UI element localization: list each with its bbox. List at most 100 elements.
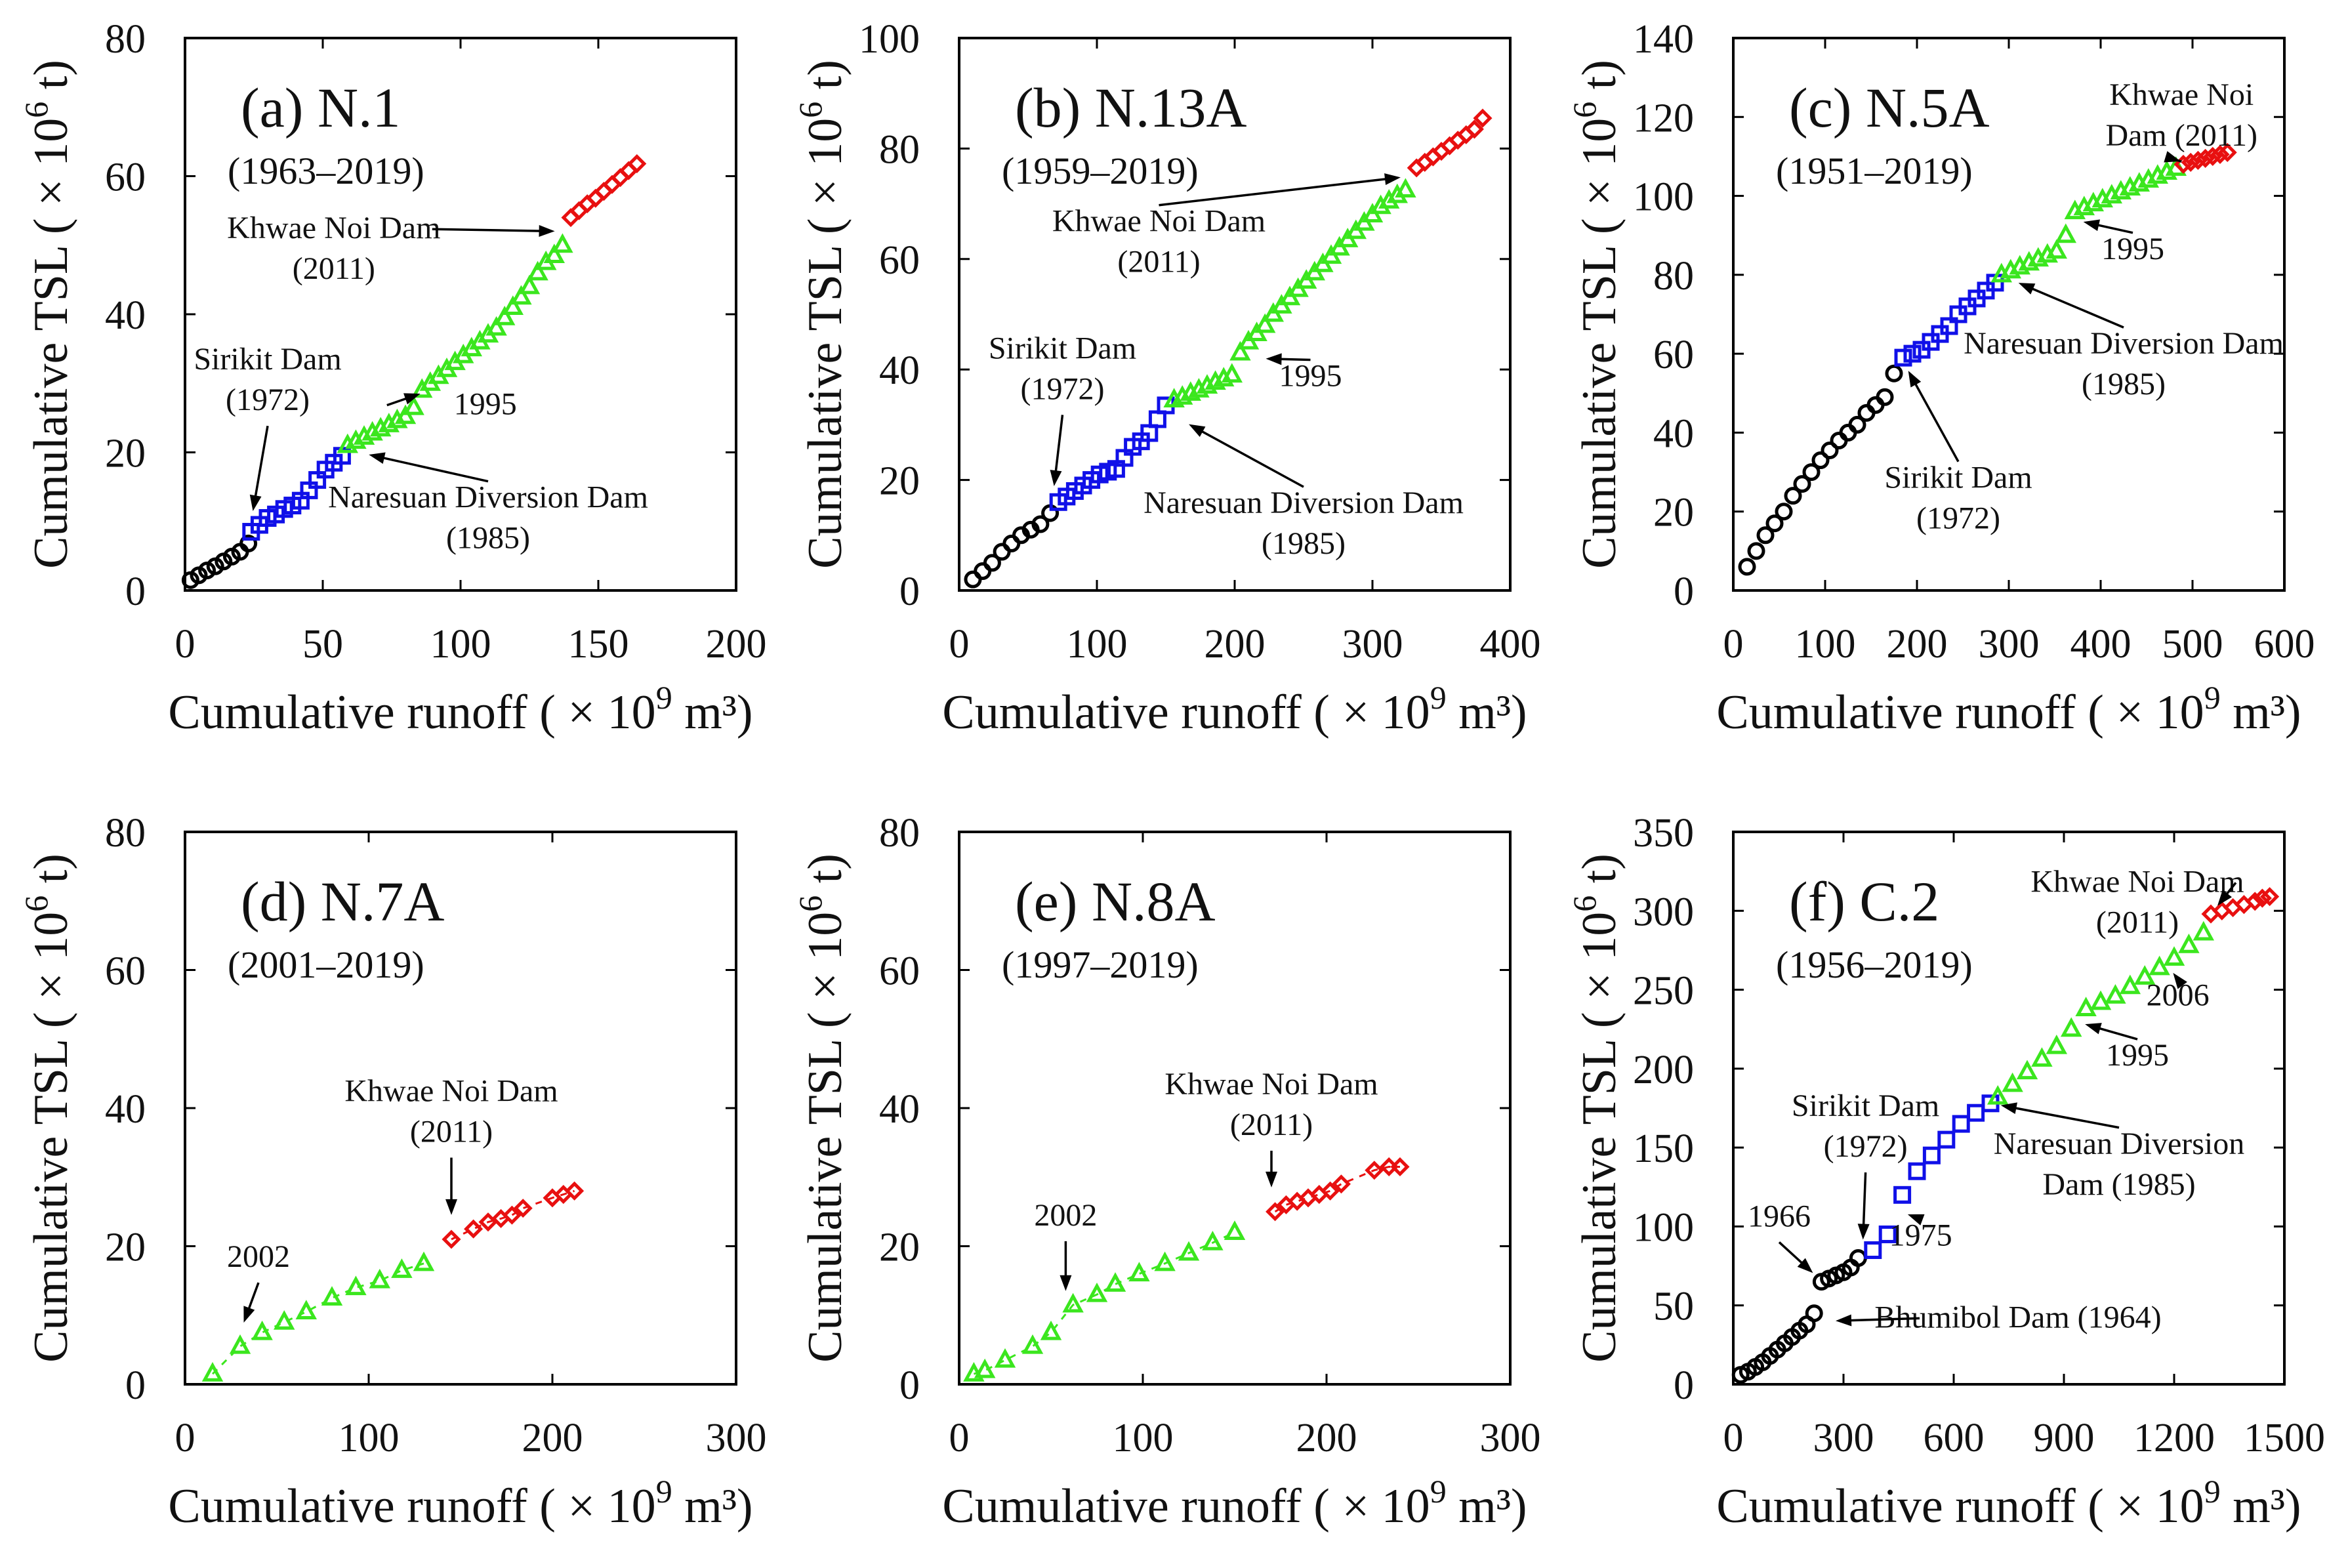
data-point-p2 <box>295 1300 318 1319</box>
y-tick-label: 20 <box>105 1226 146 1270</box>
y-tick-label: 40 <box>879 1087 920 1132</box>
data-point-p2 <box>2055 223 2077 243</box>
x-tick-label: 100 <box>430 622 491 667</box>
annotation-arrowhead <box>2085 1023 2102 1035</box>
x-axis-title: Cumulative runoff ( × 109 m³) <box>1716 1473 2301 1533</box>
y-tick-label: 20 <box>879 459 920 504</box>
data-point-p2 <box>2016 1060 2038 1080</box>
data-point-p2 <box>2075 997 2097 1016</box>
panel-label: (e) N.8A <box>1015 870 1216 933</box>
annotation-arrowhead <box>2000 1102 2017 1115</box>
data-point-pre <box>1738 558 1756 576</box>
plot-frame <box>1732 831 2286 1386</box>
y-tick-label: 100 <box>1633 175 1694 220</box>
data-point-p2 <box>2031 1047 2053 1067</box>
data-point-pre <box>1811 451 1830 470</box>
annotation-text: (1972) <box>226 382 310 417</box>
period-label: (1956–2019) <box>1776 943 1973 986</box>
y-tick-label: 0 <box>899 569 920 614</box>
annotation-arrowhead <box>2018 283 2036 295</box>
data-point-pre <box>1756 526 1775 545</box>
data-point-p1 <box>1967 1104 1985 1122</box>
x-axis-title: Cumulative runoff ( × 109 m³) <box>1716 679 2301 739</box>
data-point-pre <box>1839 423 1857 442</box>
y-axis-exponent: 6 <box>1566 896 1603 912</box>
annotation-arrow <box>1909 373 1960 463</box>
data-point-p2 <box>2178 933 2200 953</box>
x-axis-exponent: 9 <box>656 1473 672 1510</box>
annotation-text: Khwae Noi Dam <box>1164 1067 1378 1102</box>
x-axis-label: Cumulative runoff ( × 10 <box>942 1479 1430 1533</box>
x-tick-label: 300 <box>706 1416 767 1460</box>
annotation-arrow <box>1191 424 1304 488</box>
x-axis-unit: m³) <box>672 1479 753 1533</box>
x-tick-label: 1200 <box>2133 1416 2215 1460</box>
annotation-arrowhead <box>1189 424 1206 438</box>
x-axis-title: Cumulative runoff ( × 109 m³) <box>942 1473 1527 1533</box>
data-point-pre <box>1885 364 1903 382</box>
y-tick-label: 80 <box>105 811 146 856</box>
annotation-text: Khwae Noi Dam <box>1052 204 1266 239</box>
x-axis-exponent: 9 <box>1430 1473 1447 1510</box>
data-point-p3 <box>2196 148 2215 168</box>
data-point-p3 <box>2260 887 2280 907</box>
annotation-text: (2011) <box>2096 905 2179 939</box>
y-tick-label: 20 <box>1653 491 1694 535</box>
x-axis-unit: m³) <box>2221 686 2301 739</box>
panel-label: (a) N.1 <box>241 76 401 139</box>
data-point-p2 <box>2193 920 2215 941</box>
annotation-arrowhead <box>403 393 421 405</box>
data-point-p3 <box>2252 888 2272 908</box>
data-point-pre <box>1857 403 1876 422</box>
data-point-p3 <box>627 154 647 174</box>
y-axis-label: Cumulative TSL ( × 10 <box>24 912 78 1363</box>
data-point-p2 <box>201 1361 224 1382</box>
data-point-p3 <box>2188 150 2208 170</box>
x-axis-unit: m³) <box>1447 686 1527 739</box>
annotation-text: 1995 <box>2101 232 2164 266</box>
data-point-pre <box>1876 388 1894 406</box>
annotation-text: Naresuan Diversion Dam <box>1964 326 2284 361</box>
x-axis-label: Cumulative runoff ( × 10 <box>1716 686 2204 739</box>
annotation-arrowhead <box>539 225 555 237</box>
x-axis-exponent: 9 <box>1430 679 1447 716</box>
y-tick-label: 250 <box>1633 969 1694 1014</box>
data-point-p2 <box>345 1275 367 1296</box>
annotation-text: (1985) <box>2082 367 2166 402</box>
annotation-arrow <box>252 425 269 508</box>
data-point-p2 <box>1178 1241 1200 1261</box>
data-point-p3 <box>565 1181 585 1201</box>
annotation-arrowhead <box>1908 371 1922 388</box>
data-point-pre <box>1821 441 1839 459</box>
x-axis-label: Cumulative runoff ( × 10 <box>1716 1479 2204 1533</box>
y-axis-unit: t) <box>24 854 78 896</box>
annotation-arrowhead <box>2164 151 2181 163</box>
annotation-arrow <box>1159 176 1397 207</box>
data-point-p2 <box>1386 183 1409 203</box>
x-tick-label: 0 <box>175 1416 196 1460</box>
data-point-p3 <box>2210 144 2230 164</box>
y-tick-label: 40 <box>105 1087 146 1132</box>
annotation-arrowhead <box>1060 1275 1072 1291</box>
y-axis-label: Cumulative TSL ( × 10 <box>1573 912 1626 1363</box>
data-point-pre <box>1747 542 1765 560</box>
annotation-text: (1985) <box>446 521 530 556</box>
annotation-text: (1985) <box>1262 526 1346 561</box>
data-point-p1 <box>1864 1241 1882 1260</box>
y-tick-label: 150 <box>1633 1126 1694 1171</box>
y-tick-label: 80 <box>879 127 920 172</box>
y-tick-label: 120 <box>1633 96 1694 140</box>
annotation-arrowhead <box>2173 972 2187 989</box>
x-axis-label: Cumulative runoff ( × 10 <box>942 686 1430 739</box>
data-point-p1 <box>1903 344 1922 363</box>
chart-panel-5: 0 100 200 300 0 20 40 60 80 Cumulative runoff ( ×… <box>792 811 1541 1533</box>
annotation-text: (2011) <box>1117 245 1200 279</box>
y-axis-unit: t) <box>1573 854 1626 896</box>
data-point-p2 <box>391 1258 413 1278</box>
x-tick-label: 300 <box>1342 622 1403 667</box>
annotation-arrowhead <box>243 1306 255 1323</box>
annotation-text: 2002 <box>227 1239 290 1274</box>
annotation-arrowhead <box>1266 1171 1277 1187</box>
y-tick-label: 140 <box>1633 17 1694 62</box>
y-axis-title: Cumulative TSL ( × 106 t) <box>18 60 78 569</box>
